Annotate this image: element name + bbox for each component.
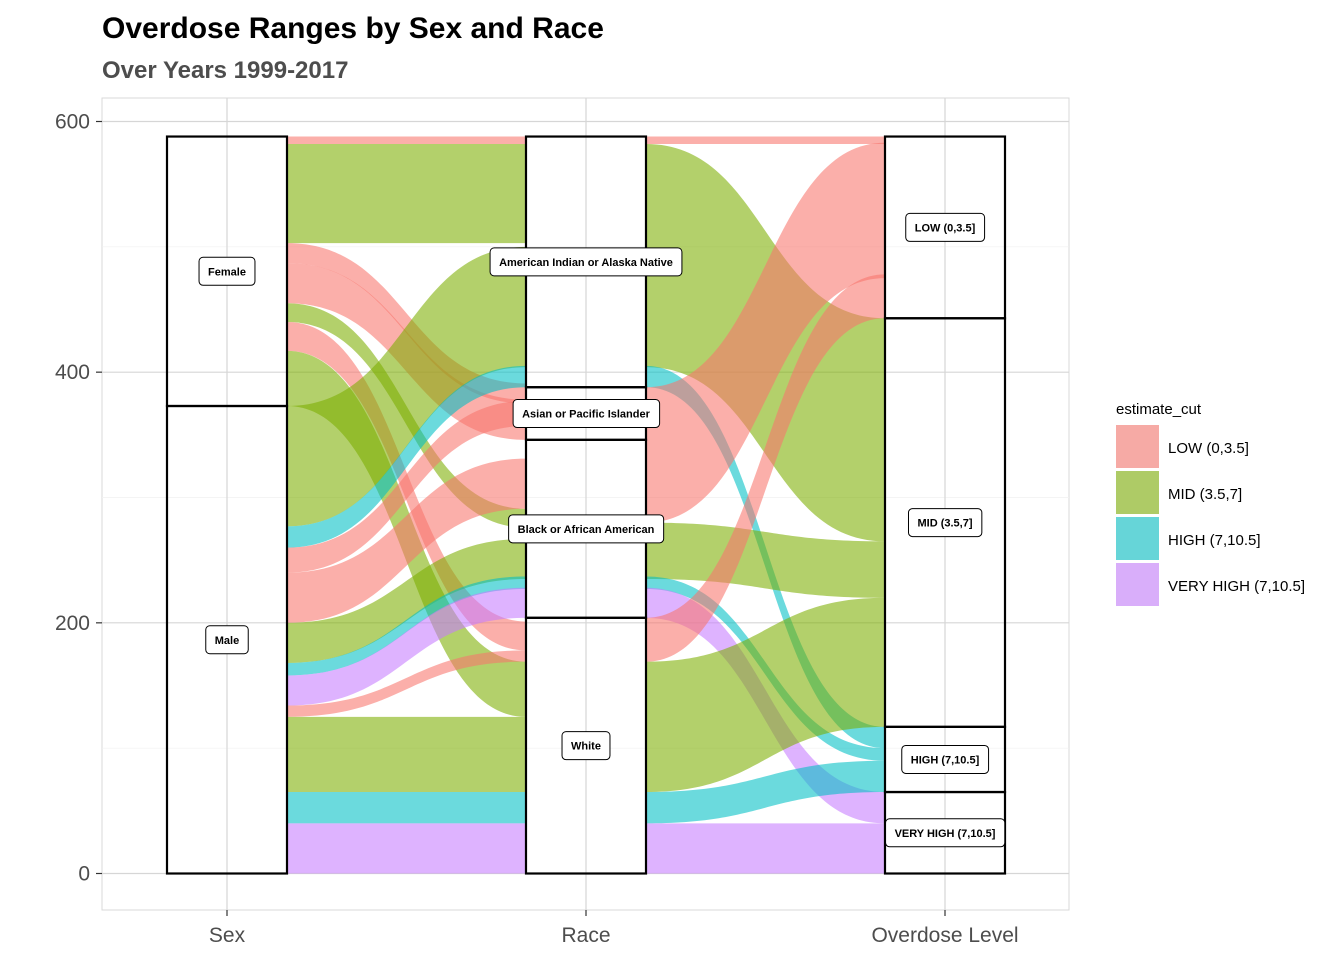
flow-race-level (646, 760, 885, 824)
axis-layer: 0 200 400 600 Sex Race Overdose Level (55, 111, 1019, 948)
chart-title: Overdose Ranges by Sex and Race (102, 12, 604, 45)
legend-label: VERY HIGH (7,10.5] (1168, 578, 1305, 595)
flow-race-level (646, 142, 885, 523)
y-tick-label: 600 (55, 111, 90, 134)
label-box (205, 625, 249, 655)
stratum-label-box: MID (3.5,7] (907, 508, 983, 538)
label-box (905, 212, 986, 242)
stratum-label: White (571, 741, 601, 753)
stratum-label-box: Male (205, 625, 249, 655)
legend-label: LOW (0,3.5] (1168, 440, 1249, 457)
flow-sex-race (287, 576, 526, 676)
stratum-label: VERY HIGH (7,10.5] (895, 828, 996, 840)
stratum-label-box: White (561, 731, 611, 761)
flow-sex-race (287, 365, 526, 548)
flow-sex-race (287, 136, 526, 145)
stratum-label: Black or African American (518, 524, 655, 536)
legend-key (1116, 425, 1159, 468)
label-box (508, 514, 665, 544)
stratum-label: LOW (0,3.5] (915, 222, 976, 234)
stratum-label-box: American Indian or Alaska Native (489, 247, 683, 277)
stratum-box (165, 404, 289, 875)
legend: estimate_cut LOW (0,3.5] MID (3.5,7] HIGH (… (1116, 401, 1305, 606)
flow-sex-race (287, 458, 526, 623)
flow-sex-race (287, 650, 526, 717)
flow-race-level (646, 522, 885, 598)
flow-sex-race (287, 716, 526, 793)
stratum-box (524, 616, 648, 875)
flow-race-level (646, 597, 885, 793)
flow-sex-race (287, 400, 526, 573)
stratum-label-box: Female (198, 256, 256, 286)
flow-race-level (646, 823, 885, 874)
label-box (901, 744, 990, 774)
x-tick-label: Sex (209, 924, 246, 947)
stratum-label-box: LOW (0,3.5] (905, 212, 986, 242)
label-box (907, 508, 983, 538)
label-box (512, 399, 661, 429)
flow-sex-race (287, 538, 526, 663)
legend-title: estimate_cut (1116, 401, 1202, 418)
stratum-label-box: VERY HIGH (7,10.5] (885, 818, 1006, 848)
flow-sex-race (287, 587, 526, 706)
stratum-label-box: HIGH (7,10.5] (901, 744, 990, 774)
flow-sex-race (287, 246, 526, 527)
stratum-label: HIGH (7,10.5] (911, 754, 980, 766)
stratum-label: Female (208, 266, 246, 278)
stratum-label-box: Asian or Pacific Islander (512, 399, 661, 429)
flow-sex-race (287, 144, 526, 244)
legend-label: MID (3.5,7] (1168, 486, 1242, 503)
stratum-label: American Indian or Alaska Native (499, 257, 673, 269)
flow-sex-race (287, 792, 526, 824)
legend-label: HIGH (7,10.5] (1168, 532, 1261, 549)
y-tick-label: 0 (78, 863, 90, 886)
flow-sex-race (287, 823, 526, 874)
legend-key (1116, 563, 1159, 606)
stratum-label: Male (215, 635, 239, 647)
label-box (561, 731, 611, 761)
flow-race-level (646, 136, 885, 145)
legend-key (1116, 517, 1159, 560)
flow-race-level (646, 274, 885, 662)
legend-key (1116, 471, 1159, 514)
label-box (198, 256, 256, 286)
flow-layer (287, 136, 885, 874)
label-box (885, 818, 1006, 848)
y-tick-label: 400 (55, 361, 90, 384)
stratum-label: Asian or Pacific Islander (522, 409, 650, 421)
stratum-label-box: Black or African American (508, 514, 665, 544)
flow-sex-race (287, 243, 526, 404)
stratum-label: MID (3.5,7] (917, 518, 972, 530)
y-tick-label: 200 (55, 612, 90, 635)
x-tick-label: Overdose Level (871, 924, 1018, 947)
label-box (489, 247, 683, 277)
x-tick-label: Race (561, 924, 610, 947)
chart-subtitle: Over Years 1999-2017 (102, 57, 348, 84)
strata-layer: Female Male American Indian or Alaska Nati… (165, 135, 1007, 875)
